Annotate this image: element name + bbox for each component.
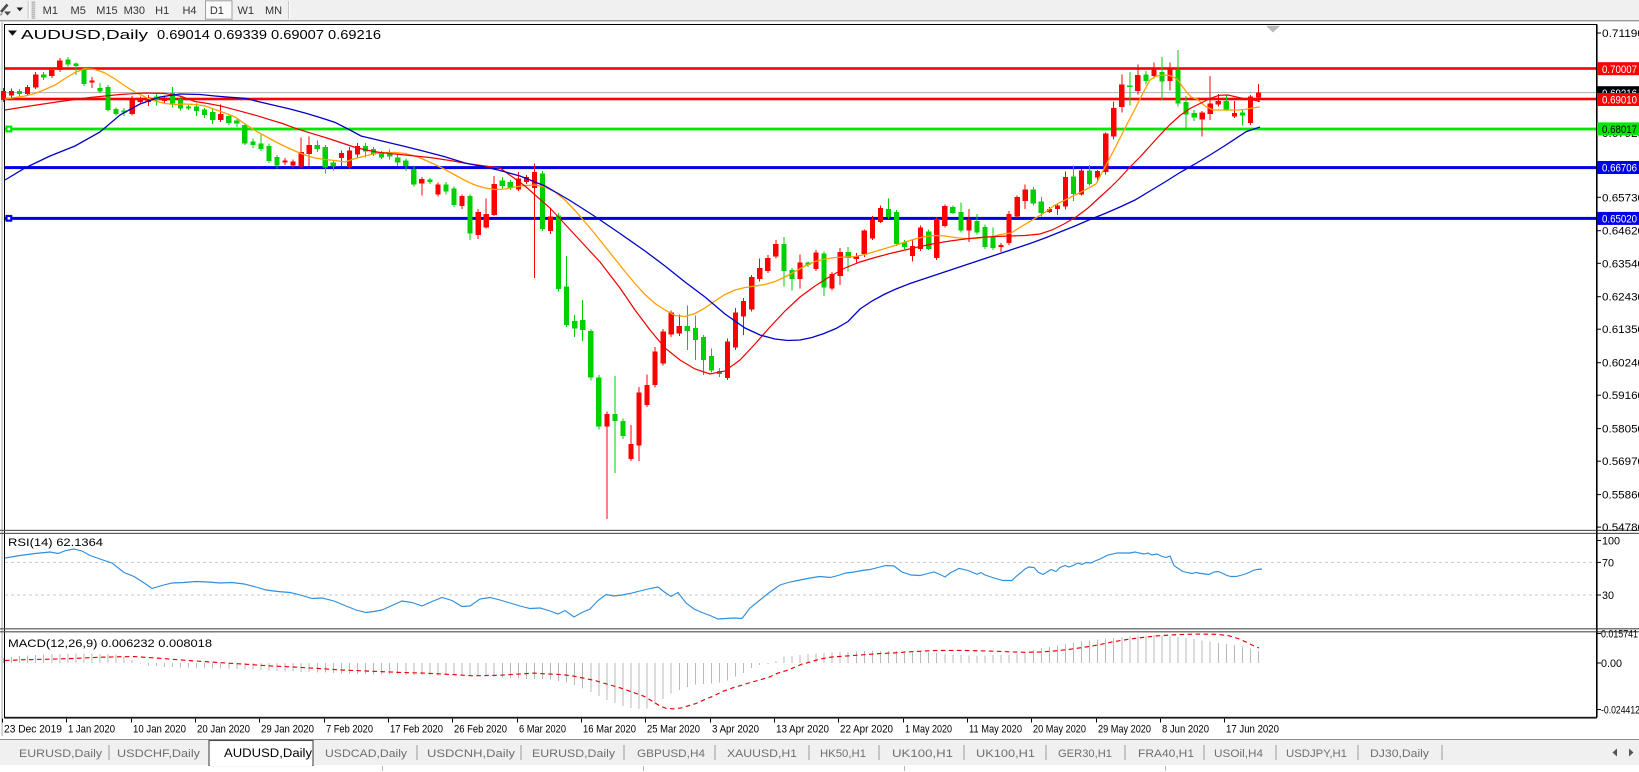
svg-text:17 Feb 2020: 17 Feb 2020 <box>390 724 443 736</box>
svg-text:25 Mar 2020: 25 Mar 2020 <box>647 724 700 736</box>
svg-text:GER30,H1: GER30,H1 <box>1058 748 1112 760</box>
svg-text:EURUSD,Daily: EURUSD,Daily <box>19 748 102 760</box>
svg-text:0.69014 0.69339 0.69007 0.6921: 0.69014 0.69339 0.69007 0.69216 <box>157 27 381 42</box>
svg-text:W1: W1 <box>237 5 254 17</box>
svg-text:H1: H1 <box>155 5 169 17</box>
svg-text:AUDUSD,Daily: AUDUSD,Daily <box>224 748 312 760</box>
svg-text:MN: MN <box>265 5 282 17</box>
svg-text:100: 100 <box>1602 536 1620 548</box>
svg-text:GBPUSD,H4: GBPUSD,H4 <box>637 748 705 760</box>
svg-text:0.68017: 0.68017 <box>1602 124 1637 136</box>
svg-text:29 Jan 2020: 29 Jan 2020 <box>261 724 314 736</box>
svg-text:20 Jan 2020: 20 Jan 2020 <box>197 724 250 736</box>
svg-text:M1: M1 <box>43 5 58 17</box>
svg-text:10 Jan 2020: 10 Jan 2020 <box>133 724 186 736</box>
svg-text:13 Apr 2020: 13 Apr 2020 <box>776 724 829 736</box>
svg-text:17 Jun 2020: 17 Jun 2020 <box>1226 724 1279 736</box>
svg-text:AUDUSD,Daily: AUDUSD,Daily <box>21 27 149 42</box>
svg-text:20 May 2020: 20 May 2020 <box>1033 724 1086 736</box>
svg-text:USDCAD,Daily: USDCAD,Daily <box>325 748 407 760</box>
svg-text:7 Feb 2020: 7 Feb 2020 <box>326 724 373 736</box>
svg-text:M15: M15 <box>96 5 117 17</box>
svg-text:0.70007: 0.70007 <box>1602 64 1637 76</box>
svg-text:3 Apr 2020: 3 Apr 2020 <box>712 724 759 736</box>
svg-text:-0.024412: -0.024412 <box>1601 705 1639 717</box>
svg-text:MACD(12,26,9) 0.006232 0.00801: MACD(12,26,9) 0.006232 0.008018 <box>8 638 212 650</box>
svg-text:RSI(14) 62.1364: RSI(14) 62.1364 <box>8 537 103 549</box>
svg-text:USDJPY,H1: USDJPY,H1 <box>1286 748 1347 760</box>
svg-text:USOil,H4: USOil,H4 <box>1214 748 1263 760</box>
svg-text:XAUUSD,H1: XAUUSD,H1 <box>727 748 797 760</box>
svg-text:0.66706: 0.66706 <box>1602 163 1637 175</box>
svg-text:23 Dec 2019: 23 Dec 2019 <box>4 724 62 736</box>
svg-text:0.69010: 0.69010 <box>1602 95 1637 107</box>
svg-text:UK100,H1: UK100,H1 <box>892 748 953 760</box>
svg-text:8 Jun 2020: 8 Jun 2020 <box>1162 724 1209 736</box>
svg-text:0.54780: 0.54780 <box>1602 522 1639 534</box>
svg-text:HK50,H1: HK50,H1 <box>820 748 866 760</box>
svg-text:USDCHF,Daily: USDCHF,Daily <box>117 748 200 760</box>
svg-text:1 Jan 2020: 1 Jan 2020 <box>68 724 115 736</box>
svg-text:M30: M30 <box>124 5 145 17</box>
svg-text:6 Mar 2020: 6 Mar 2020 <box>519 724 566 736</box>
svg-text:M5: M5 <box>71 5 86 17</box>
svg-text:70: 70 <box>1602 557 1614 569</box>
svg-text:EURUSD,Daily: EURUSD,Daily <box>532 748 615 760</box>
svg-text:1 May 2020: 1 May 2020 <box>905 724 952 736</box>
svg-text:0.65020: 0.65020 <box>1602 214 1637 226</box>
svg-text:0.015741: 0.015741 <box>1601 629 1638 641</box>
svg-text:UK100,H1: UK100,H1 <box>976 748 1035 760</box>
svg-text:29 May 2020: 29 May 2020 <box>1098 724 1151 736</box>
svg-text:0.00: 0.00 <box>1601 658 1622 670</box>
svg-text:26 Feb 2020: 26 Feb 2020 <box>454 724 507 736</box>
svg-text:30: 30 <box>1602 590 1614 602</box>
svg-text:22 Apr 2020: 22 Apr 2020 <box>840 724 893 736</box>
svg-text:11 May 2020: 11 May 2020 <box>969 724 1022 736</box>
svg-text:FRA40,H1: FRA40,H1 <box>1138 748 1194 760</box>
svg-text:DJ30,Daily: DJ30,Daily <box>1370 748 1429 760</box>
svg-text:16 Mar 2020: 16 Mar 2020 <box>583 724 636 736</box>
svg-text:H4: H4 <box>182 5 196 17</box>
svg-text:D1: D1 <box>210 5 224 17</box>
svg-text:USDCNH,Daily: USDCNH,Daily <box>427 748 515 760</box>
